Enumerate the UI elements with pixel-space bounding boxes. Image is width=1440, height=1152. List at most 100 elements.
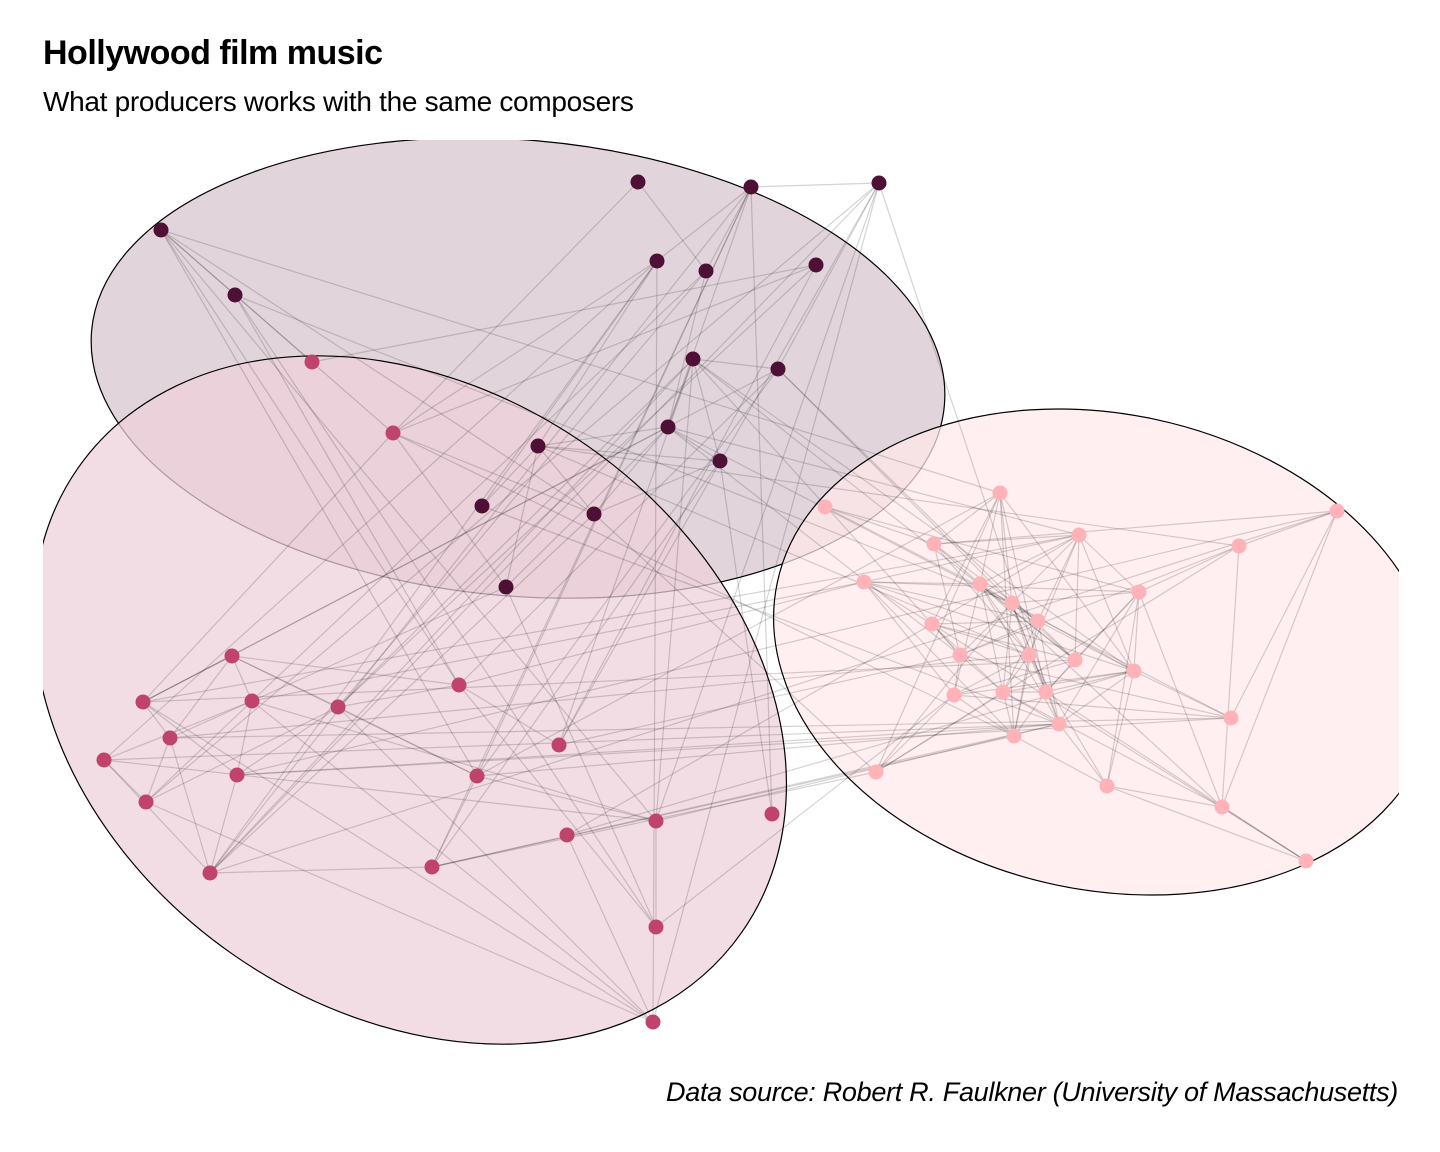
node-group-1 [685, 351, 701, 367]
network-edge [931, 492, 1001, 625]
node-group-2 [330, 699, 346, 715]
network-edge [476, 723, 1060, 777]
node-group-1 [649, 253, 665, 269]
network-edge [933, 543, 1030, 656]
node-group-3 [1006, 728, 1022, 744]
node-group-3 [1231, 538, 1247, 554]
network-edge [1058, 670, 1135, 725]
network-edge [142, 701, 654, 1023]
network-edge [481, 445, 539, 507]
network-edge [1037, 620, 1060, 725]
network-edge [337, 358, 694, 708]
network-edge [234, 294, 657, 928]
network-edge [231, 655, 253, 702]
node-group-3 [926, 536, 942, 552]
network-edge [999, 492, 1047, 693]
network-edge [537, 445, 1030, 656]
network-edge [1011, 534, 1080, 604]
network-edge [160, 229, 657, 822]
network-edge [558, 264, 817, 746]
network-edge [1028, 654, 1108, 787]
network-edge [953, 654, 1030, 696]
node-group-2 [559, 827, 575, 843]
network-edge [692, 358, 721, 462]
network-edge [169, 654, 1030, 739]
network-edge [160, 229, 1001, 494]
network-edge [142, 534, 1080, 703]
node-group-3 [1298, 853, 1314, 869]
network-edge [566, 623, 933, 836]
node-group-3 [1131, 584, 1147, 600]
network-edge [933, 510, 1338, 545]
network-edge [458, 581, 865, 686]
network-edge [863, 581, 1039, 622]
node-group-2 [469, 768, 485, 784]
network-edge [209, 866, 433, 874]
network-edge [537, 260, 658, 447]
network-edge [142, 655, 233, 703]
network-edge [863, 581, 1140, 593]
network-edge [251, 581, 865, 702]
network-edge [593, 460, 721, 515]
node-group-2 [551, 737, 567, 753]
network-edge [933, 543, 961, 656]
network-edge [505, 586, 657, 928]
network-edge [476, 368, 779, 777]
network-edge [863, 581, 933, 625]
network-edge [234, 294, 1013, 604]
network-edge [1002, 654, 1030, 693]
network-edge [1002, 691, 1060, 725]
network-edge [667, 426, 721, 462]
node-group-1 [743, 179, 759, 195]
network-edge [481, 260, 658, 507]
network-edge [431, 186, 752, 868]
node-group-3 [1021, 647, 1037, 663]
network-edge [209, 510, 1338, 874]
network-edge [979, 534, 1080, 585]
node-group-3 [1223, 710, 1239, 726]
network-edge [1037, 620, 1135, 672]
network-edge [1002, 691, 1223, 808]
network-edge [1045, 691, 1307, 862]
node-group-2 [138, 794, 154, 810]
network-edge [236, 706, 339, 776]
network-edge [875, 602, 1013, 773]
network-edge [1013, 620, 1039, 737]
network-edge [209, 774, 238, 874]
network-edge [392, 432, 507, 588]
network-edge [1221, 806, 1307, 862]
network-edge [476, 775, 657, 822]
node-group-2 [424, 859, 440, 875]
network-edge [1106, 785, 1307, 862]
network-edge [1221, 510, 1338, 808]
network-edge [1078, 534, 1135, 672]
network-edge [1013, 691, 1047, 737]
network-edge [863, 581, 981, 585]
network-edge [593, 426, 669, 515]
node-group-3 [1004, 595, 1020, 611]
network-edge [566, 670, 1135, 836]
network-edge [537, 445, 595, 515]
node-group-2 [202, 865, 218, 881]
node-group-3 [946, 687, 962, 703]
network-edge [777, 368, 1076, 661]
node-group-3 [1214, 799, 1230, 815]
network-edge [824, 506, 935, 545]
network-edge [959, 545, 1240, 656]
chart-subtitle: What producers works with the same compo… [43, 86, 634, 117]
network-edge [209, 260, 658, 874]
network-edge [145, 700, 253, 803]
network-edge [392, 432, 595, 515]
network-edge [655, 723, 1060, 822]
network-edge [959, 654, 1232, 719]
network-edge [953, 583, 981, 696]
network-edge [933, 534, 1080, 545]
network-edge [236, 700, 253, 776]
node-group-2 [162, 730, 178, 746]
network-edge [1002, 602, 1013, 693]
network-edge [750, 182, 880, 188]
network-edge [875, 691, 1004, 773]
node-group-1 [227, 287, 243, 303]
network-edge [251, 586, 507, 702]
